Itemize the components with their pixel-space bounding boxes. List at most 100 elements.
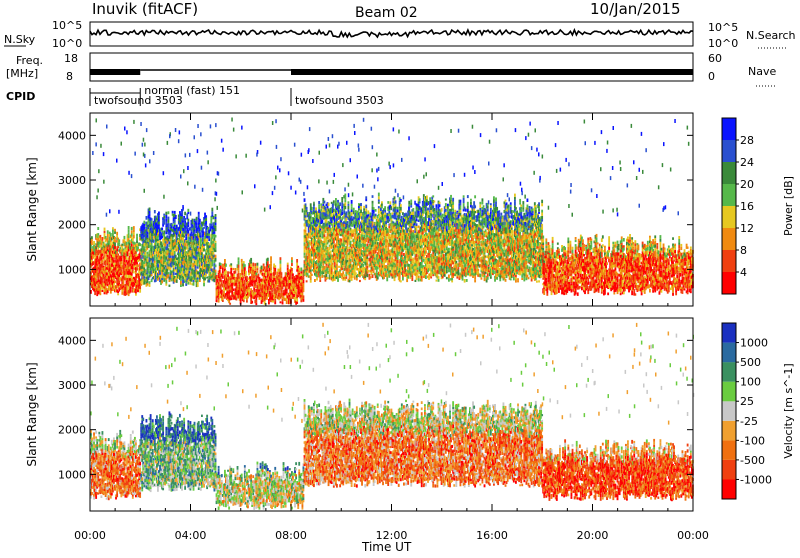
- echo-cell: [264, 266, 266, 269]
- echo-cell: [143, 281, 145, 284]
- echo-cell: [151, 218, 153, 220]
- echo-cell: [154, 210, 156, 213]
- echo-cell: [411, 278, 413, 281]
- echo-cell: [351, 222, 353, 224]
- echo-cell: [303, 277, 305, 280]
- echo-cell: [177, 231, 179, 234]
- echo-cell: [372, 221, 374, 223]
- echo-cell: [291, 260, 293, 263]
- echo-cell: [147, 252, 149, 255]
- echo-cell: [215, 235, 217, 238]
- echo-cell: [300, 274, 302, 277]
- echo-cell: [375, 216, 377, 219]
- echo-cell: [275, 284, 277, 287]
- echo-cell: [91, 242, 93, 245]
- echo-cell: [254, 283, 256, 286]
- echo-cell: [341, 197, 343, 200]
- freq-tick-bottom: 8: [66, 70, 73, 83]
- echo-cell: [394, 196, 396, 199]
- echo-cell: [116, 251, 118, 254]
- echo-cell: [304, 249, 306, 252]
- echo-cell: [158, 212, 160, 216]
- echo-cell: [410, 255, 412, 258]
- echo-cell: [220, 265, 222, 269]
- echo-cell: [370, 276, 372, 278]
- echo-cell: [311, 274, 313, 276]
- echo-cell: [267, 261, 269, 264]
- echo-cell: [321, 220, 323, 224]
- echo-cell: [410, 205, 412, 208]
- echo-cell: [371, 247, 373, 249]
- echo-cell: [103, 274, 105, 277]
- echo-cell: [130, 289, 132, 293]
- echo-cell: [282, 287, 284, 290]
- echo-cell: [303, 283, 305, 287]
- echo-cell: [397, 207, 399, 210]
- echo-cell: [332, 219, 334, 221]
- echo-cell: [156, 257, 158, 260]
- nsky-line: [90, 30, 693, 37]
- echo-cell: [210, 221, 212, 224]
- echo-cell: [410, 228, 412, 230]
- echo-cell: [133, 271, 135, 274]
- echo-cell: [286, 279, 288, 282]
- echo-cell: [295, 281, 297, 284]
- echo-cell: [300, 268, 302, 272]
- echo-cell: [296, 263, 298, 267]
- echo-cell: [187, 234, 189, 237]
- echo-cell: [227, 274, 229, 277]
- echo-cell: [264, 301, 266, 305]
- echo-cell: [121, 244, 123, 246]
- echo-cell: [366, 259, 368, 263]
- echo-cell: [344, 197, 346, 199]
- echo-cell: [310, 216, 312, 218]
- echo-cell: [174, 223, 176, 225]
- echo-cell: [117, 286, 119, 289]
- echo-cell: [102, 263, 104, 266]
- echo-cell: [114, 229, 116, 232]
- echo-cell: [131, 233, 133, 236]
- echo-cell: [126, 256, 128, 259]
- echo-cell: [109, 262, 111, 264]
- echo-cell: [143, 224, 145, 227]
- echo-cell: [128, 235, 130, 238]
- echo-cell: [203, 246, 205, 248]
- echo-cell: [392, 256, 394, 258]
- echo-cell: [215, 222, 217, 225]
- echo-cell: [351, 210, 353, 213]
- echo-cell: [278, 290, 280, 293]
- echo-cell: [258, 274, 260, 277]
- echo-cell: [259, 289, 261, 291]
- nsearch-tick-top: 10^5: [708, 21, 738, 34]
- echo-cell: [174, 219, 176, 223]
- echo-cell: [385, 224, 387, 227]
- echo-cell: [148, 227, 150, 229]
- echo-cell: [257, 263, 259, 266]
- echo-cell: [196, 217, 198, 220]
- echo-cell: [220, 263, 222, 265]
- echo-cell: [144, 252, 146, 256]
- echo-cell: [187, 225, 189, 227]
- echo-cell: [385, 236, 387, 239]
- echo-cell: [296, 259, 298, 263]
- echo-cell: [389, 270, 391, 272]
- echo-cell: [276, 272, 278, 276]
- echo-cell: [160, 254, 162, 256]
- freq-strip-frame: [90, 53, 693, 81]
- echo-cell: [107, 234, 109, 238]
- echo-cell: [136, 240, 138, 243]
- echo-cell: [348, 206, 350, 209]
- echo-cell: [257, 266, 259, 268]
- echo-cell: [175, 255, 177, 258]
- echo-cell: [342, 271, 344, 274]
- echo-cell: [348, 231, 350, 235]
- echo-cell: [120, 258, 122, 261]
- echo-cell: [200, 249, 202, 252]
- echo-cell: [334, 279, 336, 281]
- echo-cell: [305, 230, 307, 233]
- station-title: Inuvik (fitACF): [92, 0, 198, 18]
- echo-cell: [180, 285, 182, 288]
- echo-cell: [208, 280, 210, 283]
